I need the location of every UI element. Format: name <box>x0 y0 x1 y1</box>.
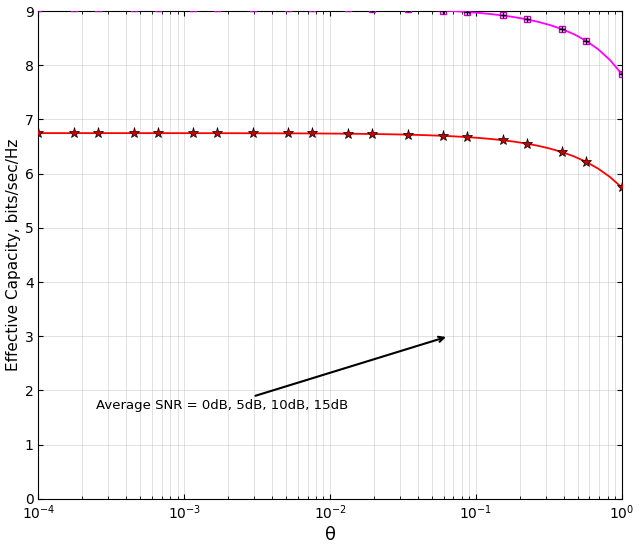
Y-axis label: Effective Capacity, bits/sec/Hz: Effective Capacity, bits/sec/Hz <box>6 139 20 371</box>
Text: Average SNR = 0dB, 5dB, 10dB, 15dB: Average SNR = 0dB, 5dB, 10dB, 15dB <box>97 337 444 412</box>
X-axis label: θ: θ <box>324 526 335 544</box>
